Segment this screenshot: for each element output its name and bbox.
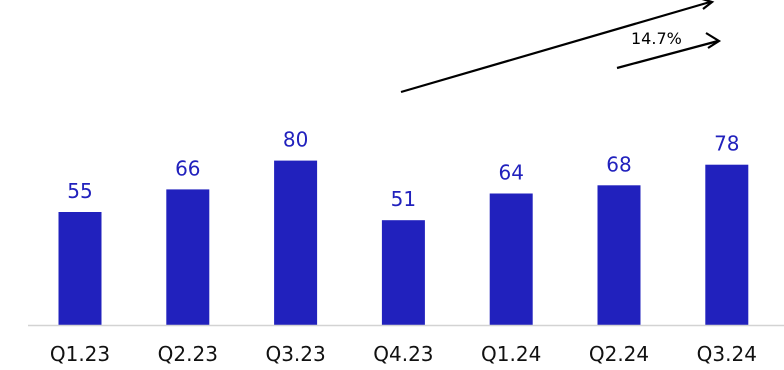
- value-label-Q3.24: 78: [714, 132, 739, 156]
- value-label-Q4.23: 51: [391, 187, 416, 211]
- bar-Q2.23: [166, 189, 210, 325]
- x-tick-label-Q2.23: Q2.23: [158, 342, 218, 366]
- x-tick-label-Q3.24: Q3.24: [697, 342, 757, 366]
- x-tick-label-Q3.23: Q3.23: [265, 342, 325, 366]
- x-tick-label-Q1.23: Q1.23: [50, 342, 110, 366]
- trend-arrow-short: 14.7%: [616, 29, 722, 70]
- bar-Q1.24: [489, 193, 533, 325]
- value-label-Q1.24: 64: [498, 161, 523, 185]
- value-label-Q2.24: 68: [606, 152, 631, 176]
- growth-annotation: 14.7%: [631, 29, 682, 48]
- value-labels-layer: 55 66 80 51 64 68 78: [67, 128, 739, 212]
- bar-Q3.23: [274, 160, 318, 325]
- bar-Q2.24: [597, 185, 641, 325]
- x-tick-label-Q2.24: Q2.24: [589, 342, 649, 366]
- x-tick-label-Q1.24: Q1.24: [481, 342, 541, 366]
- trend-arrow-long-head: [701, 0, 715, 10]
- value-label-Q2.23: 66: [175, 156, 200, 180]
- bar-Q1.23: [58, 212, 102, 325]
- value-label-Q3.23: 80: [283, 128, 308, 152]
- value-label-Q1.23: 55: [67, 179, 92, 203]
- trend-arrow-short-head: [705, 32, 722, 49]
- x-tick-label-Q4.23: Q4.23: [373, 342, 433, 366]
- x-tick-labels-layer: Q1.23 Q2.23 Q3.23 Q4.23 Q1.24 Q2.24 Q3.24: [50, 342, 757, 366]
- bars-layer: [58, 160, 749, 325]
- trend-arrow-long-line: [400, 0, 711, 94]
- trend-arrow-short-line: [616, 39, 719, 70]
- bar-Q4.23: [381, 220, 425, 325]
- bar-Q3.24: [705, 164, 749, 325]
- trend-arrow-long: [400, 0, 715, 94]
